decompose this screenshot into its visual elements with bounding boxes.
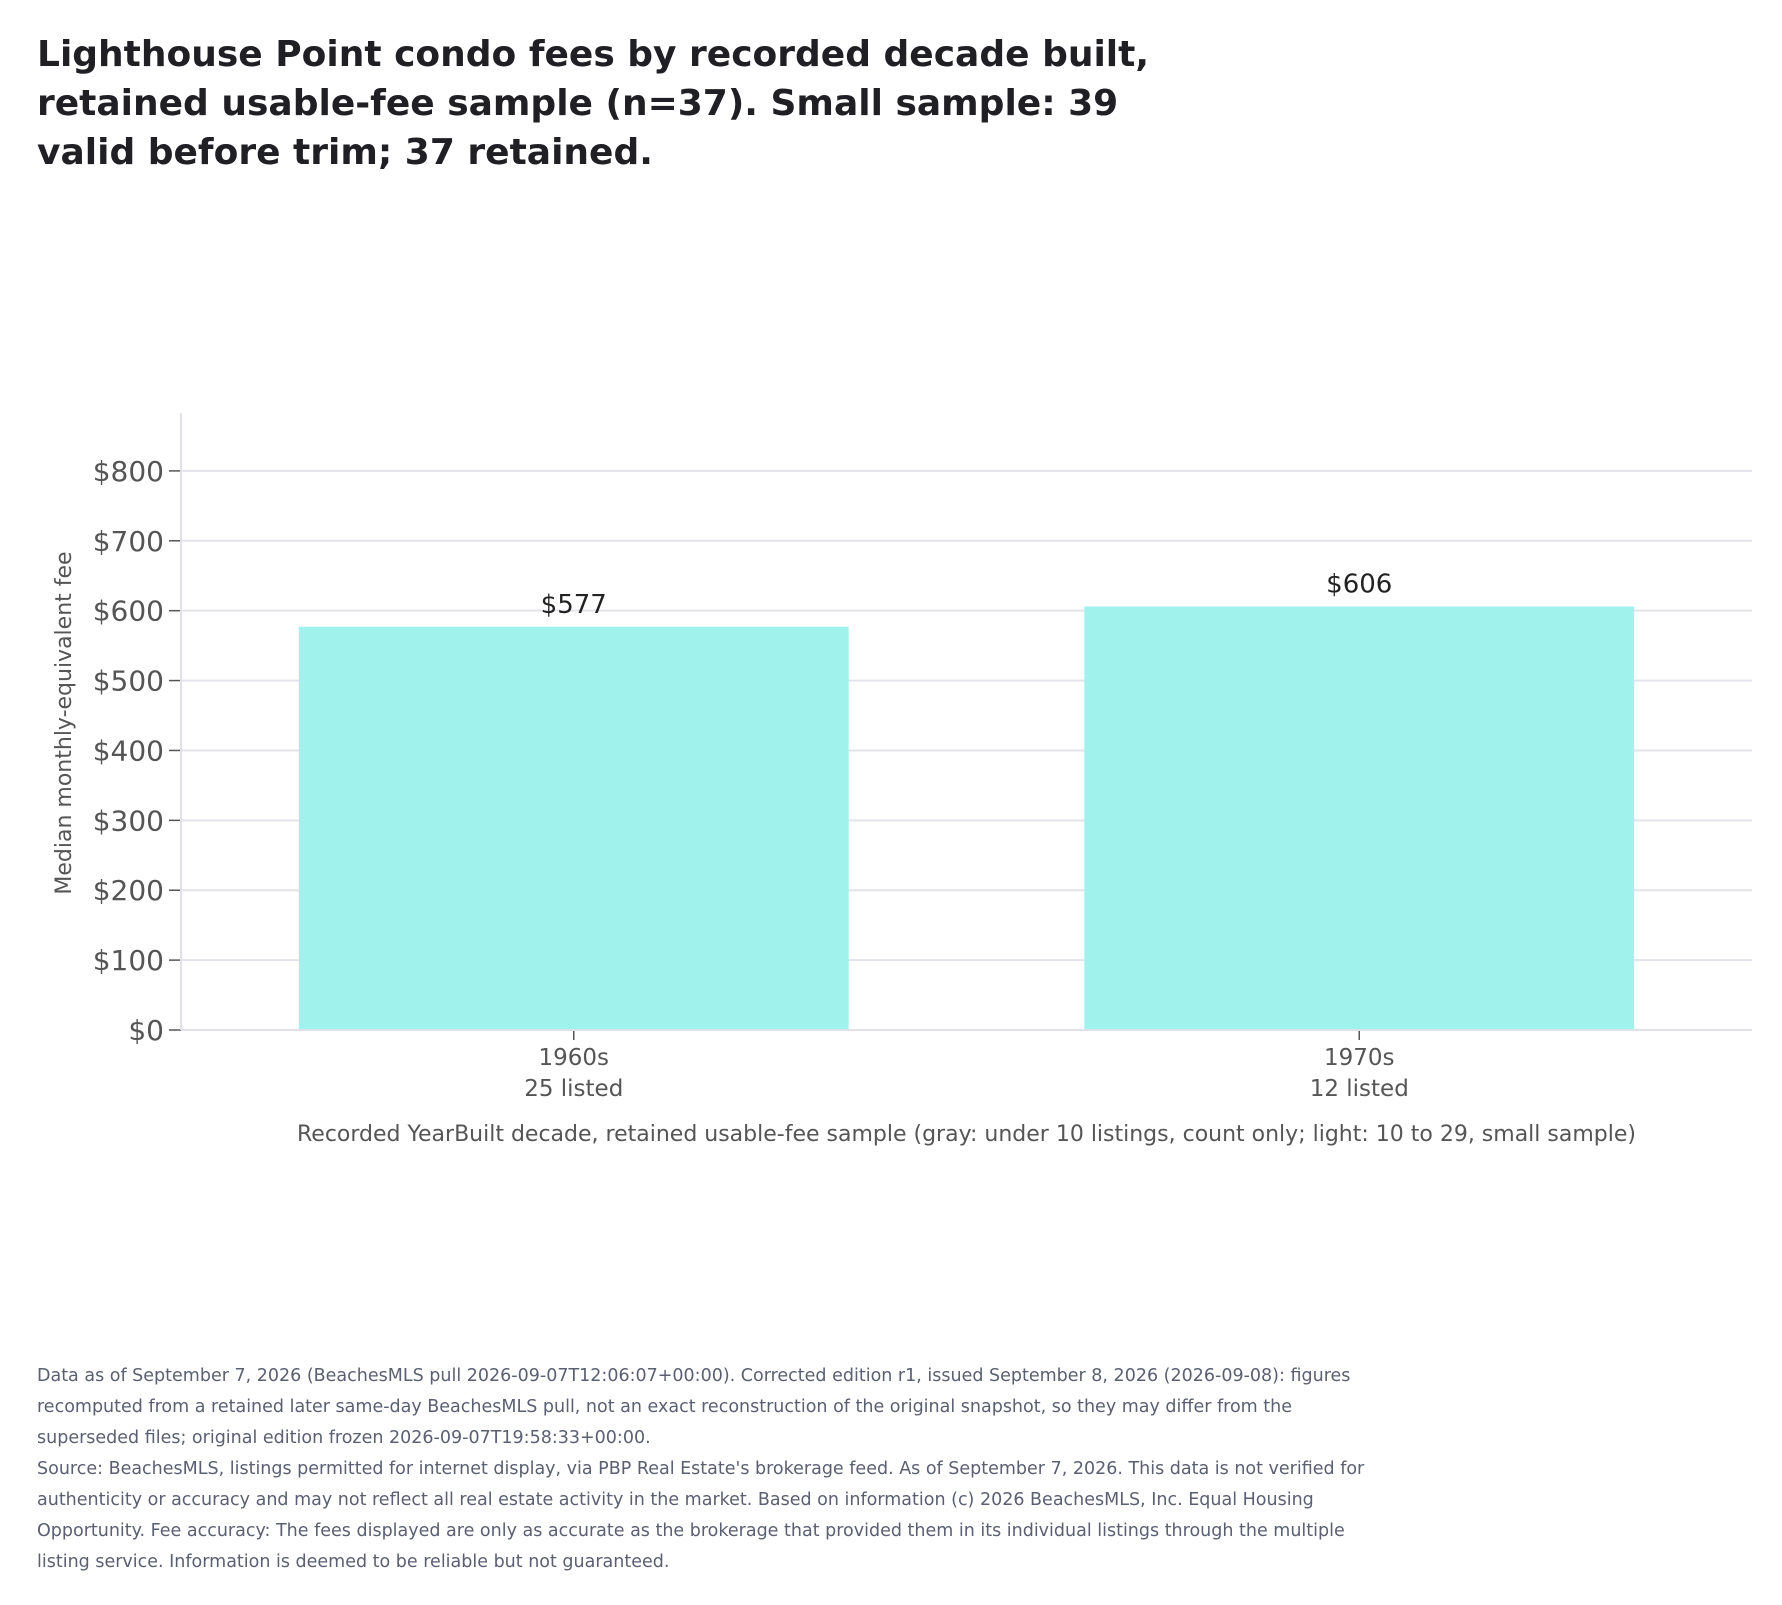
x-tick-label: 1960s	[538, 1045, 609, 1071]
chart-title: Lighthouse Point condo fees by recorded …	[37, 34, 1150, 173]
y-tick-label: $0	[128, 1014, 164, 1047]
labels: $0 $100 $200 $300 $400 $500 $600 $700 $800 $577 19…	[52, 455, 1636, 1147]
x-tick-count-label: 12 listed	[1310, 1076, 1409, 1102]
y-tick-label: $600	[93, 595, 164, 628]
y-tick-label: $100	[93, 944, 164, 977]
edition-note: Data as of September 7, 2026 (BeachesMLS…	[37, 1366, 1351, 1448]
source-note: Source: BeachesMLS, listings permitted f…	[37, 1459, 1365, 1572]
bar	[298, 626, 849, 1030]
bars	[298, 606, 1635, 1030]
y-tick-label: $800	[93, 455, 164, 488]
data-label: $606	[1326, 569, 1392, 599]
y-axis-title: Median monthly-equivalent fee	[52, 551, 77, 894]
x-axis-title: Recorded YearBuilt decade, retained usab…	[297, 1122, 1636, 1147]
y-tick-label: $400	[93, 734, 164, 767]
y-tick-label: $500	[93, 665, 164, 698]
axes	[169, 413, 1752, 1040]
bar-chart: $0 $100 $200 $300 $400 $500 $600 $700 $800 $577 19…	[52, 413, 1752, 1147]
x-tick-count-label: 25 listed	[524, 1076, 623, 1102]
data-label: $577	[541, 590, 607, 620]
x-tick-label: 1970s	[1324, 1045, 1395, 1071]
y-tick-label: $300	[93, 804, 164, 837]
y-tick-label: $700	[93, 525, 164, 558]
y-tick-label: $200	[93, 874, 164, 907]
footnotes: Data as of September 7, 2026 (BeachesMLS…	[37, 1361, 1397, 1578]
bar	[1084, 606, 1635, 1030]
